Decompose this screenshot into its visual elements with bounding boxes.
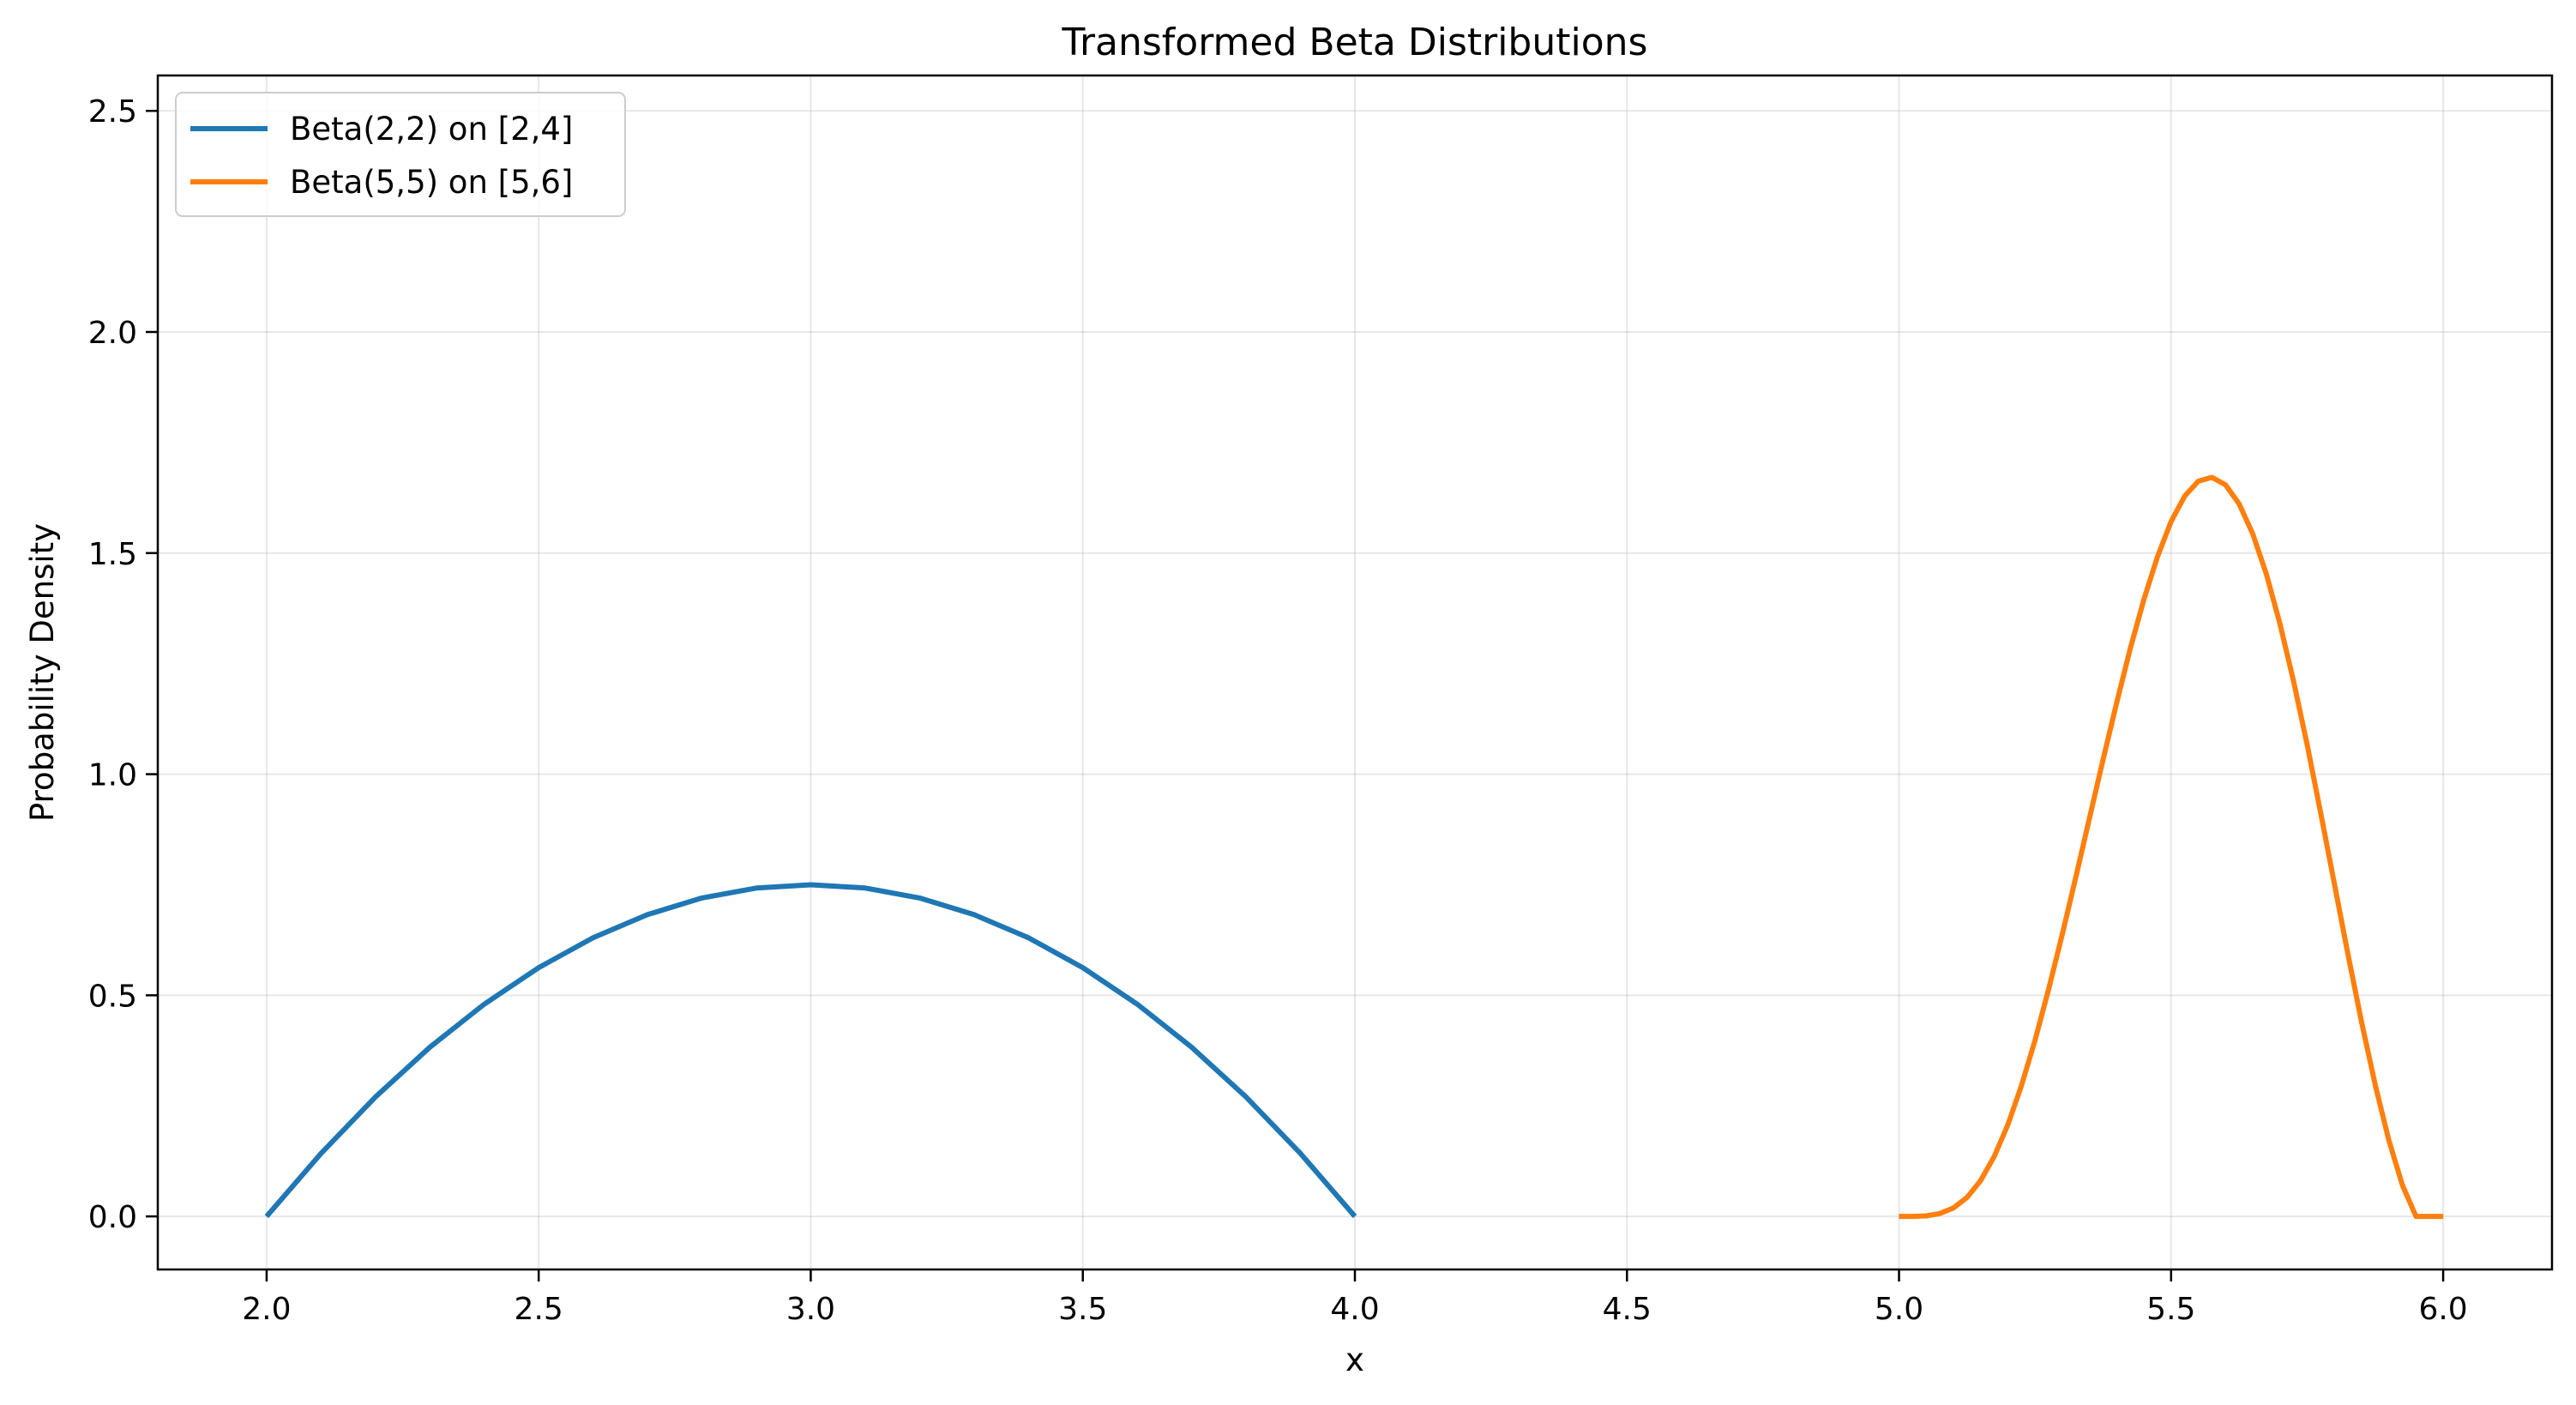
x-axis-ticks: 2.0 2.5 3.0 3.5 4.0 4.5 5.0 5.5 6.0: [242, 1269, 2468, 1327]
legend-box: [175, 92, 626, 217]
x-tick-label: 2.5: [515, 1292, 563, 1327]
legend-label-beta-2-2: Beta(2,2) on [2,4]: [290, 111, 573, 148]
legend-label-beta-5-5: Beta(5,5) on [5,6]: [290, 164, 573, 201]
series-line-1: [1899, 474, 2444, 1220]
x-tick-label: 2.0: [242, 1292, 291, 1327]
y-tick-label: 1.5: [88, 537, 137, 572]
y-tick-label: 2.0: [88, 316, 137, 351]
chart-title: Transformed Beta Distributions: [1062, 21, 1648, 64]
y-tick-label: 1.0: [88, 758, 137, 793]
x-tick-label: 5.0: [1875, 1292, 1923, 1327]
legend: Beta(2,2) on [2,4] Beta(5,5) on [5,6]: [175, 92, 626, 217]
y-tick-label: 0.5: [88, 979, 137, 1014]
x-axis-label: x: [1345, 1342, 1364, 1378]
y-tick-label: 0.0: [88, 1200, 137, 1235]
x-tick-label: 3.0: [786, 1292, 835, 1327]
y-axis-label: Probability Density: [24, 523, 61, 822]
series-lines: [264, 474, 2444, 1220]
x-tick-label: 4.5: [1603, 1292, 1652, 1327]
y-axis-ticks: 0.0 0.5 1.0 1.5 2.0 2.5: [88, 94, 158, 1235]
x-tick-label: 6.0: [2418, 1292, 2467, 1327]
series-line-0: [264, 882, 1357, 1219]
y-tick-label: 2.5: [88, 94, 137, 130]
grid: [158, 75, 2552, 1269]
x-tick-label: 4.0: [1330, 1292, 1379, 1327]
x-tick-label: 3.5: [1058, 1292, 1107, 1327]
x-tick-label: 5.5: [2146, 1292, 2195, 1327]
